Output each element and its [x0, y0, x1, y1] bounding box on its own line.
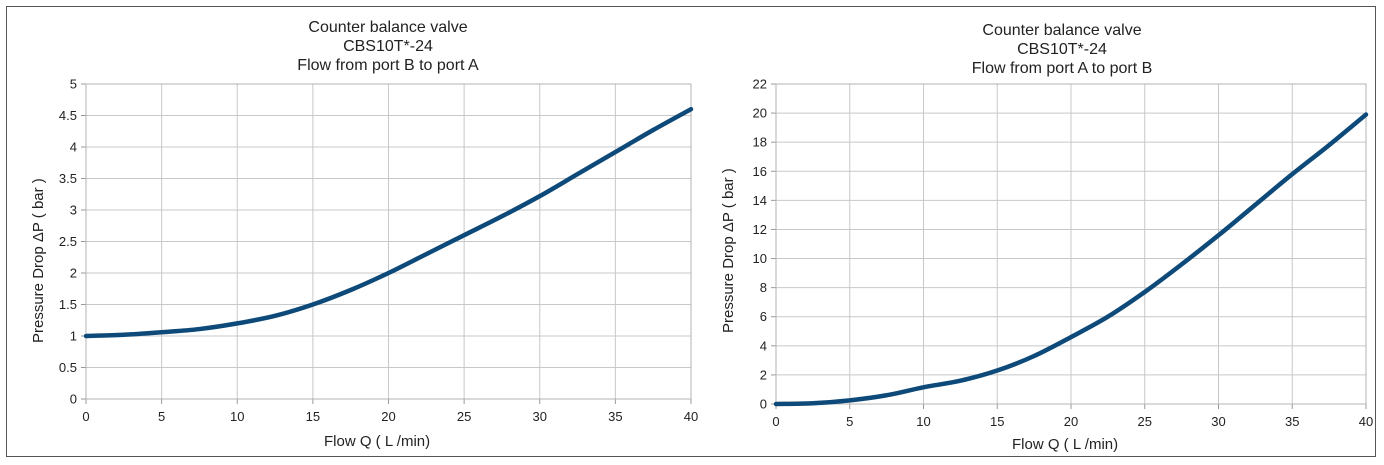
chart-left-x-tick-label: 35 [608, 409, 622, 424]
chart-right-y-tick-label: 20 [753, 106, 767, 121]
chart-right-x-tick-label: 5 [846, 414, 853, 429]
chart-left-y-tick-label: 1 [70, 329, 77, 344]
chart-left-series-line [83, 106, 694, 339]
chart-right-x-tick-label: 15 [990, 414, 1004, 429]
chart-left-x-tick-label: 0 [82, 409, 89, 424]
chart-left-title: Counter balance valve CBS10T*-24 Flow fr… [238, 18, 538, 75]
chart-left-x-axis-label: Flow Q ( L /min) [324, 433, 431, 450]
chart-right-plot-area [775, 83, 1367, 405]
chart-right-y-tick-label: 14 [753, 193, 767, 208]
chart-right-title-line-2: CBS10T*-24 [1017, 41, 1107, 58]
chart-right-x-tick-label: 35 [1285, 414, 1299, 429]
chart-right-title-line-1: Counter balance valve [982, 22, 1142, 39]
chart-left-x-tick-label: 25 [457, 409, 471, 424]
chart-left-plot-area [85, 83, 692, 400]
chart-left-y-tick-label: 2 [70, 266, 77, 281]
chart-right-y-tick-label: 0 [760, 397, 767, 412]
chart-left-y-tick-label: 0 [70, 392, 77, 407]
chart-left-y-tick-label: 5 [70, 77, 77, 92]
chart-left-x-tick-label: 20 [381, 409, 395, 424]
chart-right-x-tick-label: 40 [1359, 414, 1373, 429]
chart-left-svg: 0 0.5 1 1.5 2 2.5 3 3.5 4 4.5 5 0 5 10 15 20 25 30 35 40 [59, 77, 698, 425]
chart-left-y-tick-label: 4.5 [59, 108, 77, 123]
chart-left-y-tick-label: 3 [70, 203, 77, 218]
chart-right-y-tick-label: 12 [753, 222, 767, 237]
chart-right-y-axis-label: Pressure Drop ΔP ( bar ) [720, 168, 737, 333]
chart-left-title-line-1: Counter balance valve [308, 19, 468, 36]
chart-left-y-tick-label: 4 [70, 140, 77, 155]
chart-right-y-tick-label: 8 [760, 280, 767, 295]
chart-right-y-tick-label: 2 [760, 367, 767, 382]
chart-right-x-tick-label: 25 [1138, 414, 1152, 429]
chart-right-y-tick-label: 18 [753, 135, 767, 150]
chart-right-y-tick-label: 10 [753, 251, 767, 266]
chart-left-y-tick-label: 2.5 [59, 234, 77, 249]
chart-left-title-line-3: Flow from port B to port A [297, 57, 479, 74]
chart-right-title-line-3: Flow from port A to port B [971, 60, 1153, 77]
chart-left-x-tick-label: 15 [306, 409, 320, 424]
chart-left: 0 0.5 1 1.5 2 2.5 3 3.5 4 4.5 5 0 5 10 15 20 25 30 35 40 Co… [30, 18, 698, 450]
chart-left-x-tick-label: 10 [230, 409, 244, 424]
chart-right-series-line [773, 112, 1369, 407]
chart-right-x-tick-label: 20 [1064, 414, 1078, 429]
chart-left-y-tick-label: 1.5 [59, 297, 77, 312]
chart-right-y-tick-label: 22 [753, 77, 767, 92]
chart-left-y-tick-label: 0.5 [59, 360, 77, 375]
chart-right-y-tick-label: 6 [760, 309, 767, 324]
chart-right-x-tick-label: 30 [1211, 414, 1225, 429]
chart-left-x-tick-label: 5 [158, 409, 165, 424]
chart-right-y-tick-label: 4 [760, 338, 767, 353]
chart-right-title: Counter balance valve CBS10T*-24 Flow fr… [912, 21, 1212, 78]
chart-right-x-tick-label: 0 [772, 414, 779, 429]
chart-left-y-tick-label: 3.5 [59, 171, 77, 186]
chart-right-x-axis-label: Flow Q ( L /min) [1012, 436, 1119, 453]
chart-right-x-tick-label: 10 [916, 414, 930, 429]
chart-left-title-line-2: CBS10T*-24 [343, 38, 433, 55]
chart-left-x-tick-label: 40 [684, 409, 698, 424]
chart-right-y-tick-label: 16 [753, 164, 767, 179]
chart-left-x-tick-label: 30 [533, 409, 547, 424]
